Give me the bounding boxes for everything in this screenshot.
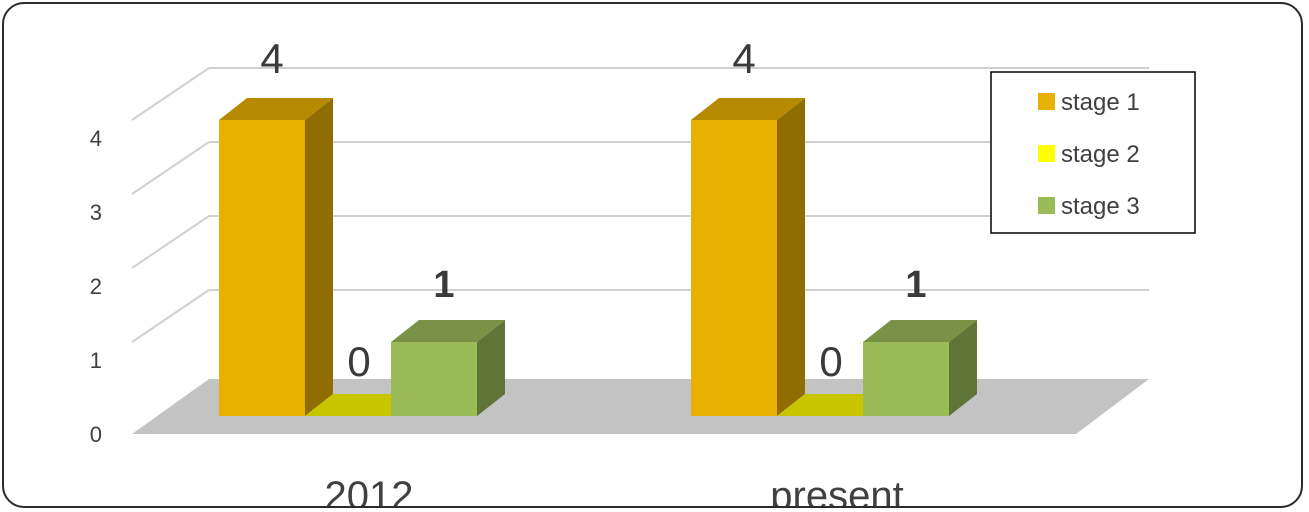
- legend-swatch: [1038, 197, 1055, 214]
- bar-top: [391, 320, 505, 342]
- legend-swatch: [1038, 93, 1055, 110]
- y-tick-label: 0: [90, 422, 102, 447]
- bar-side: [305, 98, 333, 416]
- bar-flat: [305, 394, 419, 416]
- bar-top: [219, 98, 333, 120]
- y-tick-label: 2: [90, 274, 102, 299]
- gridline-side: [131, 215, 210, 269]
- bar-side: [477, 320, 505, 416]
- bar-top: [691, 98, 805, 120]
- x-tick-label: 2012: [325, 474, 414, 508]
- data-label: 1: [433, 264, 454, 306]
- y-tick-label: 3: [90, 200, 102, 225]
- data-label: 0: [347, 338, 370, 385]
- bar-front: [219, 120, 305, 416]
- bar-side: [949, 320, 977, 416]
- bar-front: [691, 120, 777, 416]
- data-label: 4: [732, 35, 755, 82]
- data-label: 1: [905, 264, 926, 306]
- x-tick-label: present: [770, 474, 903, 508]
- bar-front: [391, 342, 477, 416]
- bar: [219, 98, 333, 416]
- legend-swatch: [1038, 145, 1055, 162]
- bar: [305, 394, 419, 416]
- legend-label: stage 3: [1061, 193, 1140, 220]
- bar: [691, 98, 805, 416]
- x-axis-ticks: 2012 present: [325, 474, 904, 508]
- legend-box: [990, 71, 1196, 234]
- bar-front: [863, 342, 949, 416]
- y-tick-label: 4: [90, 126, 102, 151]
- legend: stage 1 stage 2 stage 3: [990, 71, 1196, 234]
- bar: [391, 320, 505, 416]
- gridline-side: [131, 67, 210, 121]
- bar-top: [863, 320, 977, 342]
- gridline-side: [131, 141, 210, 195]
- legend-label: stage 2: [1061, 141, 1140, 168]
- y-tick-label: 1: [90, 348, 102, 373]
- data-labels: 4 0 1 4 0 1: [260, 35, 926, 385]
- bar-flat: [777, 394, 891, 416]
- bars: [219, 98, 977, 416]
- bar: [777, 394, 891, 416]
- bar: [863, 320, 977, 416]
- data-label: 4: [260, 35, 283, 82]
- data-label: 0: [819, 338, 842, 385]
- y-axis-ticks: 0 1 2 3 4: [90, 126, 102, 447]
- legend-label: stage 1: [1061, 89, 1140, 116]
- bar-side: [777, 98, 805, 416]
- gridline-side: [131, 289, 210, 343]
